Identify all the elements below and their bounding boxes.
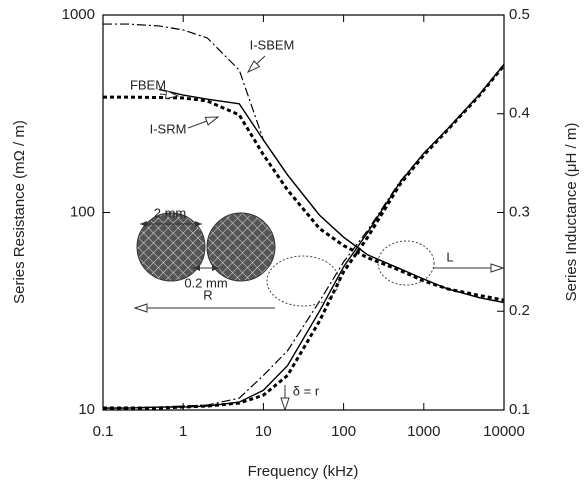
y2-tick-label: 0.1 bbox=[509, 401, 530, 418]
x-tick-label: 10000 bbox=[483, 423, 525, 440]
y-tick-label: 100 bbox=[70, 203, 95, 220]
arrow bbox=[159, 94, 178, 96]
y-tick-label: 10 bbox=[78, 401, 95, 418]
y-axis-label: Series Resistance (mΩ / m) bbox=[11, 120, 28, 304]
annotation: FBEM bbox=[130, 77, 166, 92]
x-axis-label: Frequency (kHz) bbox=[248, 463, 359, 480]
conductor bbox=[136, 212, 206, 282]
region-ellipse bbox=[266, 255, 340, 307]
annotation: L bbox=[446, 249, 453, 264]
y-tick-label: 1000 bbox=[62, 6, 95, 23]
plot-area bbox=[103, 23, 506, 410]
inset-label: 2 mm bbox=[154, 205, 187, 220]
series-line bbox=[158, 88, 505, 304]
annotation: I-SBEM bbox=[250, 37, 295, 52]
x-tick-label: 10 bbox=[255, 423, 272, 440]
annotation: R bbox=[203, 287, 212, 302]
y2-tick-label: 0.5 bbox=[509, 6, 530, 23]
arrow bbox=[187, 117, 218, 129]
series-line bbox=[103, 95, 505, 302]
x-tick-label: 1 bbox=[179, 423, 187, 440]
x-tick-label: 0.1 bbox=[93, 423, 114, 440]
x-tick-label: 100 bbox=[331, 423, 356, 440]
y2-tick-label: 0.4 bbox=[509, 105, 530, 122]
x-tick-label: 1000 bbox=[407, 423, 440, 440]
y2-axis-label: Series Inductance (μH / m) bbox=[563, 123, 580, 302]
annotation: δ = r bbox=[293, 383, 320, 398]
y2-tick-label: 0.3 bbox=[509, 203, 530, 220]
y2-tick-label: 0.2 bbox=[509, 302, 530, 319]
arrow bbox=[248, 55, 266, 72]
inset-label: 0.2 mm bbox=[184, 275, 227, 290]
series-line bbox=[103, 64, 506, 410]
conductor bbox=[206, 212, 276, 282]
annotation: I-SRM bbox=[150, 121, 187, 136]
region-ellipse bbox=[377, 240, 435, 286]
